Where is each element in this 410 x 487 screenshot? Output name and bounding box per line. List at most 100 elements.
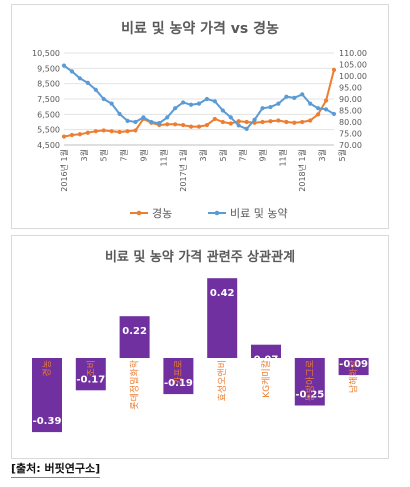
right-axis-tick-label: 80.00 bbox=[339, 118, 362, 127]
data-point-fertilizer bbox=[228, 115, 233, 120]
right-axis-tick-label: 110.00 bbox=[339, 49, 367, 58]
bar-category-label: 남해화학 bbox=[349, 360, 360, 393]
data-point-fertilizer bbox=[141, 115, 146, 120]
data-point-kyungnong bbox=[316, 112, 321, 117]
data-point-kyungnong bbox=[244, 119, 249, 125]
data-point-fertilizer bbox=[69, 69, 75, 74]
data-point-fertilizer bbox=[220, 108, 225, 113]
data-point-fertilizer bbox=[204, 96, 210, 102]
bar-category-label: KG케미칼 bbox=[261, 360, 272, 398]
data-point-fertilizer bbox=[149, 119, 154, 125]
bar bbox=[32, 358, 62, 433]
x-axis-tick-label: 9월 bbox=[258, 149, 268, 161]
bar bbox=[163, 358, 194, 395]
x-axis-tick-label: 11월 bbox=[277, 149, 287, 167]
bar bbox=[207, 278, 238, 358]
left-axis-tick-label: 6,500 bbox=[37, 110, 60, 119]
bar-chart-title: 비료 및 농약 가격 관련주 상관관계 bbox=[105, 249, 295, 265]
x-axis-tick-label: 5월 bbox=[218, 149, 228, 161]
data-point-fertilizer bbox=[212, 99, 217, 104]
data-point-fertilizer bbox=[93, 87, 98, 92]
data-point-kyungnong bbox=[308, 118, 313, 123]
bar bbox=[119, 316, 150, 358]
legend-marker bbox=[136, 210, 142, 216]
data-point-kyungnong bbox=[292, 120, 297, 125]
data-point-kyungnong bbox=[276, 118, 281, 123]
data-point-kyungnong bbox=[284, 119, 289, 125]
bar-category-label: 동방아그로 bbox=[305, 360, 316, 401]
bar bbox=[294, 358, 325, 406]
data-point-kyungnong bbox=[117, 129, 122, 135]
bar-value-label: 0.22 bbox=[122, 326, 147, 337]
data-point-kyungnong bbox=[220, 119, 225, 125]
x-axis-tick-label: 7월 bbox=[238, 149, 248, 161]
bar-category-label: 경농 bbox=[41, 360, 53, 377]
left-axis-tick-label: 7,500 bbox=[37, 95, 60, 104]
right-axis-tick-label: 105.00 bbox=[339, 61, 367, 70]
line-chart-title: 비료 및 농약 가격 vs 경농 bbox=[121, 20, 279, 37]
data-point-kyungnong bbox=[109, 129, 114, 134]
bar bbox=[75, 358, 106, 391]
right-axis-tick-label: 90.00 bbox=[339, 95, 362, 104]
legend-marker bbox=[214, 210, 220, 216]
data-point-fertilizer bbox=[157, 121, 162, 126]
bar-category-label: 롯데정밀화학 bbox=[129, 360, 141, 410]
data-point-kyungnong bbox=[228, 121, 233, 126]
left-axis-tick-label: 4,500 bbox=[37, 141, 60, 150]
x-axis-tick-label: 3월 bbox=[79, 149, 89, 161]
bar-value-label: -0.39 bbox=[33, 416, 62, 427]
bar-chart-panel: 비료 및 농약 가격 관련주 상관관계 -0.39 경농 -0.17 조비 0.22 롯데… bbox=[11, 235, 389, 459]
right-axis-tick-label: 95.00 bbox=[339, 84, 362, 93]
data-point-fertilizer bbox=[292, 95, 297, 100]
left-axis-tick-label: 9,500 bbox=[37, 64, 60, 73]
legend-label: 경농 bbox=[152, 207, 172, 220]
data-point-fertilizer bbox=[236, 123, 241, 128]
data-point-kyungnong bbox=[188, 124, 194, 129]
x-axis-tick-label: 7월 bbox=[119, 149, 129, 161]
data-point-fertilizer bbox=[260, 106, 265, 111]
data-point-fertilizer bbox=[323, 107, 329, 112]
data-point-kyungnong bbox=[196, 124, 202, 129]
data-point-kyungnong bbox=[101, 128, 106, 133]
data-point-fertilizer bbox=[173, 106, 178, 111]
bar-value-label: 0.07 bbox=[254, 355, 279, 366]
bar bbox=[338, 358, 369, 376]
data-point-fertilizer bbox=[244, 126, 249, 131]
bar-value-label: -0.19 bbox=[164, 378, 193, 389]
right-axis-tick-label: 75.00 bbox=[339, 130, 362, 139]
data-point-fertilizer bbox=[101, 96, 106, 102]
data-point-fertilizer bbox=[284, 94, 289, 99]
x-axis-tick-label: 2017년 1월 bbox=[178, 149, 188, 192]
data-point-kyungnong bbox=[85, 130, 90, 135]
data-point-kyungnong bbox=[181, 122, 186, 128]
bar-category-label: 효성오앤비 bbox=[217, 360, 228, 401]
bar-category-label: 카프로 bbox=[173, 360, 184, 385]
data-point-kyungnong bbox=[212, 116, 217, 122]
left-axis-tick-label: 5,500 bbox=[37, 126, 60, 135]
line-chart: 비료 및 농약 가격 vs 경농 4,500 5,500 6,500 7,500 8,5… bbox=[32, 20, 367, 220]
data-point-kyungnong bbox=[125, 129, 130, 134]
data-point-fertilizer bbox=[77, 76, 82, 81]
data-point-kyungnong bbox=[61, 134, 67, 139]
x-axis-tick-label: 3월 bbox=[198, 149, 208, 161]
data-point-kyungnong bbox=[77, 132, 82, 137]
data-point-kyungnong bbox=[165, 122, 170, 127]
right-axis-tick-label: 100.00 bbox=[339, 72, 367, 81]
data-point-fertilizer bbox=[196, 101, 202, 106]
bar-value-label: -0.17 bbox=[76, 374, 105, 385]
bar-value-label: -0.09 bbox=[339, 359, 368, 370]
right-axis-tick-label: 85.00 bbox=[339, 107, 362, 116]
bar bbox=[251, 344, 281, 358]
data-point-fertilizer bbox=[252, 117, 257, 122]
data-point-kyungnong bbox=[69, 132, 75, 138]
data-point-fertilizer bbox=[331, 111, 337, 117]
bar-value-label: -0.25 bbox=[295, 390, 324, 401]
data-point-kyungnong bbox=[260, 119, 265, 125]
data-point-fertilizer bbox=[300, 92, 305, 97]
data-point-kyungnong bbox=[133, 128, 138, 133]
data-point-fertilizer bbox=[165, 115, 170, 120]
data-point-kyungnong bbox=[173, 122, 178, 127]
data-point-kyungnong bbox=[93, 129, 98, 134]
bar-category-label: 조비 bbox=[86, 360, 97, 377]
